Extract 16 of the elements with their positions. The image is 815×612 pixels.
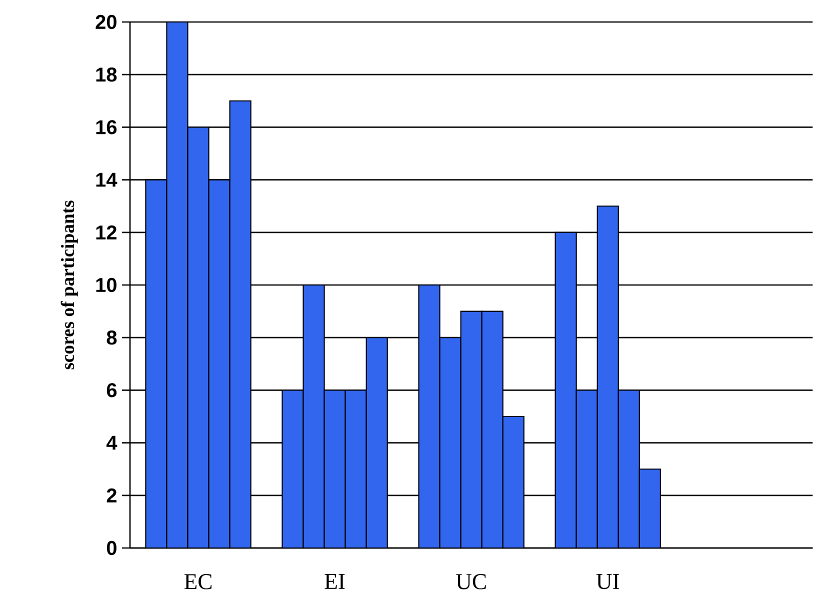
y-tick-label: 20 [96,14,116,30]
x-tick-label: UC [456,574,486,590]
x-tick-label: UI [596,574,620,590]
x-tick-label: EI [324,574,345,589]
y-tick-label: 0 [106,540,116,556]
y-tick-label: 4 [106,436,118,450]
y-tick-label: 2 [106,488,116,502]
y-tick-label: 18 [96,68,117,82]
y-tick-label: 10 [96,278,116,292]
y-tick-label: 12 [96,225,116,240]
y-tick-label: 16 [96,120,117,134]
x-tick-label: EC [184,574,212,590]
y-axis-title: scores of participants [60,200,78,370]
y-tick-label: 8 [106,330,117,345]
y-tick-label: 14 [96,172,118,187]
y-tick-label: 6 [106,383,117,398]
